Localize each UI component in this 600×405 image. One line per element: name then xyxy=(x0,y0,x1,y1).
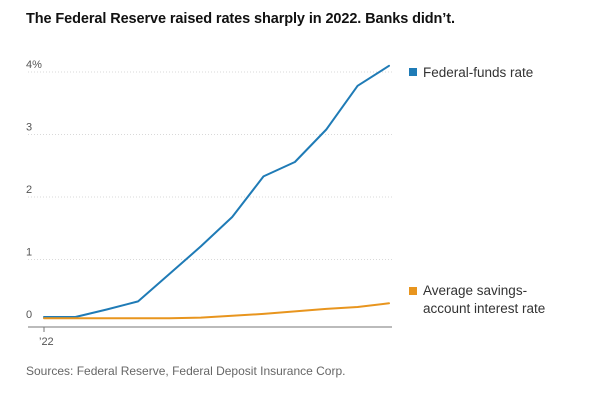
y-tick-label: 1 xyxy=(26,247,32,259)
y-tick-label: 3 xyxy=(26,122,32,134)
savings-rate-line xyxy=(43,302,390,320)
y-tick-label: 0 xyxy=(26,309,32,321)
legend-swatch-federal-funds xyxy=(409,68,417,76)
gridlines xyxy=(28,71,392,260)
series-lines xyxy=(43,64,390,320)
axes: 0 1 2 3 4% ’22 xyxy=(26,59,392,348)
legend-label-federal-funds: Federal-funds rate xyxy=(423,65,533,80)
legend-label-savings: account interest rate xyxy=(423,301,545,316)
source-note: Sources: Federal Reserve, Federal Deposi… xyxy=(26,364,346,378)
federal-funds-rate-line xyxy=(43,64,390,318)
legend-swatch-savings xyxy=(409,287,417,295)
legend: Federal-funds rate Average savings-accoun… xyxy=(409,65,545,316)
y-tick-label: 2 xyxy=(26,184,32,196)
legend-label-savings: Average savings- xyxy=(423,283,527,298)
y-tick-label: 4% xyxy=(26,59,42,71)
x-tick-label: ’22 xyxy=(39,336,54,348)
chart-title: The Federal Reserve raised rates sharply… xyxy=(26,11,455,27)
